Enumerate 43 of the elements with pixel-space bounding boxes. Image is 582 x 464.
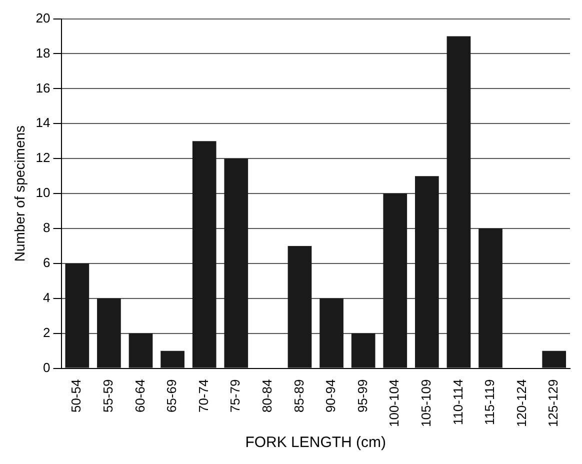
y-tick-label: 12: [36, 150, 50, 166]
x-tick-label: 55-59: [100, 379, 116, 413]
x-tick-label: 60-64: [132, 379, 148, 413]
bar: [320, 298, 344, 368]
x-tick-label: 110-114: [450, 379, 466, 426]
y-tick-label: 8: [43, 220, 50, 236]
x-tick-label: 125-129: [546, 379, 561, 428]
y-tick-label: 6: [43, 255, 50, 270]
bar: [224, 158, 248, 368]
x-tick-label: 95-99: [354, 379, 370, 413]
x-tick-label: 85-89: [291, 379, 306, 413]
bar: [478, 228, 502, 368]
x-tick-label: 65-69: [164, 379, 180, 413]
y-tick-label: 0: [43, 360, 50, 375]
bar: [351, 333, 376, 368]
bar: [383, 194, 408, 368]
y-tick-label: 2: [43, 324, 50, 340]
y-tick-label: 14: [36, 115, 50, 130]
x-tick-label: 115-119: [482, 379, 498, 426]
bar: [160, 350, 184, 368]
bar: [414, 176, 439, 368]
bar: [65, 263, 90, 368]
x-tick-label: 75-79: [228, 379, 243, 413]
y-tick-label: 20: [36, 10, 50, 26]
y-tick-label: 4: [43, 290, 50, 305]
x-tick-label: 50-54: [68, 379, 84, 413]
bar: [192, 141, 216, 368]
bar: [446, 36, 471, 368]
x-axis-title: FORK LENGTH (cm): [245, 434, 386, 452]
x-tick-label: 90-94: [323, 379, 338, 413]
y-axis-title: Number of specimens: [11, 125, 28, 262]
x-tick-label: 80-84: [260, 379, 275, 413]
bar: [97, 298, 121, 368]
x-tick-label: 120-124: [514, 379, 529, 428]
bar: [542, 350, 566, 368]
bar: [288, 246, 312, 368]
y-tick-label: 16: [36, 80, 50, 96]
bar: [128, 333, 153, 368]
x-tick-label: 100-104: [386, 379, 402, 428]
y-tick-label: 18: [36, 45, 50, 60]
x-tick-label: 105-109: [418, 379, 434, 428]
x-tick-label: 70-74: [196, 379, 211, 413]
y-tick-label: 10: [36, 185, 50, 200]
